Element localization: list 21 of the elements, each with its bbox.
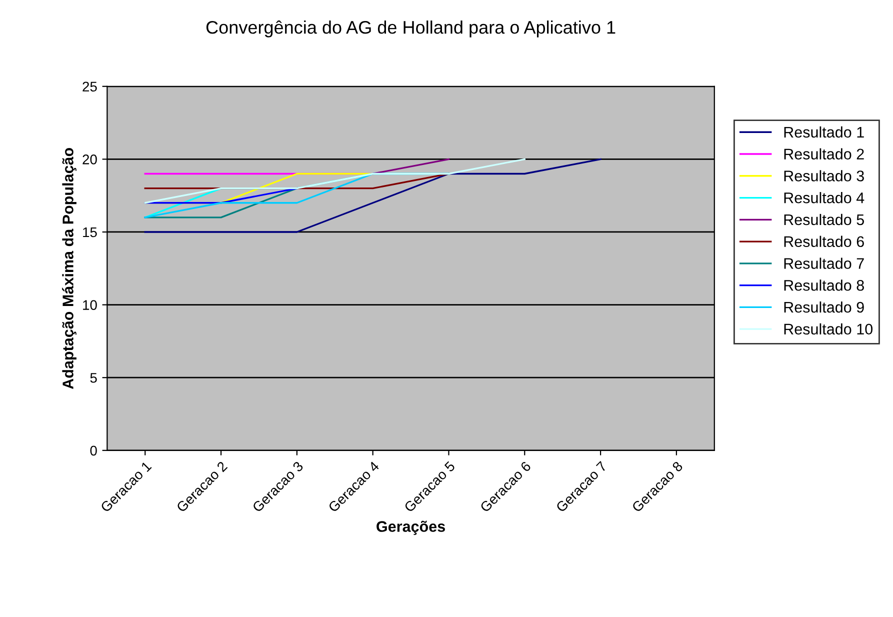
legend-label: Resultado 3 [784,170,864,182]
x-axis-title: Gerações [376,520,445,535]
y-tick-label: 15 [83,227,97,238]
y-tick-label: 10 [83,300,97,310]
legend-label: Resultado 1 [784,126,864,138]
legend-label: Resultado 10 [784,323,873,335]
y-axis-title: Adaptação Máxima da População [62,148,76,389]
legend-label: Resultado 4 [784,192,864,204]
legend-label: Resultado 5 [784,214,864,226]
y-tick-label: 20 [82,154,97,164]
line-series [144,158,602,233]
line-series [144,158,526,204]
legend-label: Resultado 8 [784,280,864,291]
legend-label: Resultado 7 [784,258,864,269]
chart-title: Convergência do AG de Holland para o Aplicativo 1 [206,20,616,38]
y-tick-label: 0 [90,446,97,456]
legend-label: Resultado 6 [784,236,864,248]
legend-label: Resultado 2 [784,148,864,160]
y-tick-label: 25 [82,82,97,92]
legend-label: Resultado 9 [784,301,864,313]
y-tick-label: 5 [90,373,97,383]
